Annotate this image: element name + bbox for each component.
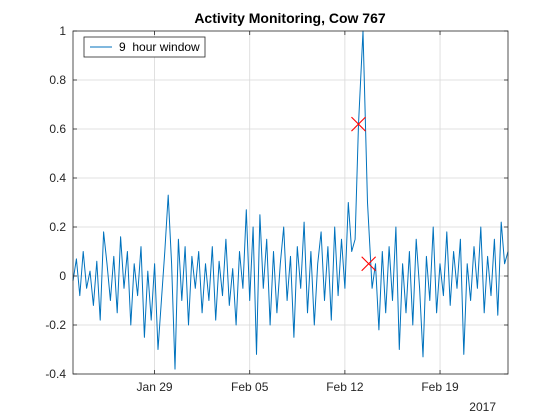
legend-box [83,36,206,58]
x-tick-label: Feb 19 [421,380,459,394]
y-tick-label: 1 [59,24,66,38]
x-marker [351,116,366,132]
y-tick-label: -0.2 [45,318,66,332]
x-tick-label: Feb 12 [326,380,364,394]
x-tick-label: Jan 29 [137,380,173,394]
y-tick-label: 0 [59,269,66,283]
y-tick-label: 0.2 [49,220,66,234]
y-tick-label: 0.6 [49,122,66,136]
axis-ticks [73,30,508,375]
x-tick-label: Feb 05 [231,380,269,394]
plot-frame [72,30,509,375]
plot-area [73,31,508,374]
legend: 9 hour window [83,36,206,58]
legend-entry-9-hour-window: 9 hour window [119,40,200,54]
y-tick-label: 0.4 [49,171,66,185]
series-line-9-hour-window [72,30,509,370]
x-axis-tick-labels: Jan 29 Feb 05 Feb 12 Feb 19 [137,380,459,394]
x-marker [361,256,377,272]
marker-layer [351,116,377,272]
y-axis-tick-labels: -0.4 -0.2 0 0.2 0.4 0.6 0.8 1 [45,24,66,381]
chart-title: Activity Monitoring, Cow 767 [194,10,386,26]
y-tick-label: 0.8 [49,73,66,87]
grid-lines [73,31,508,374]
x-marker-stroke [361,256,377,272]
x-marker-stroke [351,116,366,132]
y-tick-label: -0.4 [45,367,66,381]
x-axis-year-label: 2017 [469,400,496,414]
series-layer [72,30,509,370]
